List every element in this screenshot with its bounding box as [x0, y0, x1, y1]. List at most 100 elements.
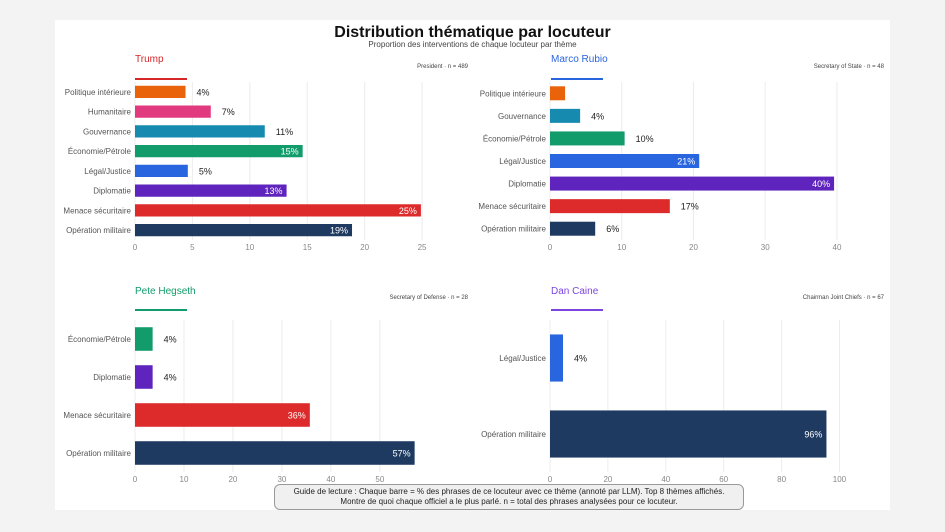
- panel-title: Dan Caine: [551, 286, 599, 297]
- bar: [550, 221, 596, 236]
- x-tick-label: 80: [777, 475, 786, 484]
- x-tick-label: 20: [228, 475, 237, 484]
- bar-value-label: 21%: [677, 157, 695, 167]
- bar-value-label: 57%: [393, 449, 411, 459]
- chart-title: Distribution thématique par locuteur: [334, 24, 611, 41]
- category-label: Menace sécuritaire: [63, 411, 131, 420]
- bar-value-label: 7%: [222, 107, 235, 117]
- x-tick-label: 20: [603, 475, 612, 484]
- bar: [550, 154, 700, 168]
- bar: [135, 184, 287, 197]
- panel-title: Marco Rubio: [551, 54, 608, 65]
- bar-value-label: 4%: [574, 354, 587, 364]
- category-label: Gouvernance: [83, 127, 132, 136]
- category-label: Gouvernance: [498, 112, 547, 121]
- bar: [135, 105, 211, 118]
- category-label: Opération militaire: [66, 226, 131, 235]
- x-tick-label: 20: [689, 243, 698, 252]
- chart-subtitle: Proportion des interventions de chaque l…: [368, 40, 577, 49]
- bar-value-label: 4%: [164, 373, 177, 383]
- bar: [550, 108, 581, 123]
- x-tick-label: 10: [180, 475, 189, 484]
- bar: [550, 334, 564, 382]
- category-label: Légal/Justice: [499, 157, 546, 166]
- category-label: Politique intérieure: [480, 89, 547, 98]
- bar-value-label: 15%: [281, 147, 299, 157]
- bar: [135, 224, 353, 237]
- bar: [135, 204, 421, 217]
- category-label: Économie/Pétrole: [68, 147, 132, 156]
- category-label: Économie/Pétrole: [483, 134, 547, 143]
- bar-value-label: 4%: [164, 335, 177, 345]
- category-label: Politique intérieure: [65, 88, 132, 97]
- bar-value-label: 19%: [330, 226, 348, 236]
- x-tick-label: 20: [360, 243, 369, 252]
- bar-value-label: 10%: [636, 134, 654, 144]
- panel-title-underline: [551, 309, 603, 311]
- category-label: Diplomatie: [508, 180, 546, 189]
- bar: [550, 131, 625, 146]
- panel-title-underline: [135, 78, 187, 80]
- bar: [135, 85, 186, 98]
- x-tick-label: 25: [418, 243, 427, 252]
- x-tick-label: 15: [303, 243, 312, 252]
- bar: [550, 86, 566, 101]
- bar-value-label: 25%: [399, 206, 417, 216]
- category-label: Humanitaire: [88, 108, 132, 117]
- bar-value-label: 13%: [265, 186, 283, 196]
- bar-value-label: 36%: [288, 411, 306, 421]
- x-tick-label: 10: [245, 243, 254, 252]
- reading-guide-line-2: Montre de quoi chaque officiel a le plus…: [340, 497, 678, 506]
- bar: [135, 145, 303, 158]
- category-label: Légal/Justice: [84, 167, 131, 176]
- bar-value-label: 11%: [276, 127, 293, 137]
- category-label: Diplomatie: [93, 373, 131, 382]
- x-tick-label: 0: [548, 475, 553, 484]
- panel-title: Trump: [135, 54, 164, 65]
- panel-title: Pete Hegseth: [135, 286, 196, 297]
- x-tick-label: 5: [190, 243, 195, 252]
- reading-guide-line-1: Guide de lecture : Chaque barre = % des …: [293, 487, 725, 496]
- bar: [135, 164, 188, 177]
- category-label: Diplomatie: [93, 187, 131, 196]
- category-label: Opération militaire: [481, 225, 546, 234]
- x-tick-label: 0: [133, 243, 138, 252]
- bar-value-label: 5%: [199, 166, 212, 176]
- panel-meta: President · n = 489: [417, 64, 469, 70]
- x-tick-label: 40: [326, 475, 335, 484]
- x-tick-label: 30: [277, 475, 286, 484]
- bar: [550, 176, 835, 191]
- bar: [550, 199, 670, 214]
- category-label: Opération militaire: [66, 449, 131, 458]
- reading-guide: Guide de lecture : Chaque barre = % des …: [274, 484, 744, 510]
- x-tick-label: 50: [375, 475, 384, 484]
- bar-value-label: 40%: [812, 179, 830, 189]
- x-tick-label: 60: [719, 475, 728, 484]
- x-tick-label: 40: [661, 475, 670, 484]
- x-tick-label: 10: [617, 243, 626, 252]
- panel-title-underline: [551, 78, 603, 80]
- bar: [135, 441, 415, 465]
- bar-value-label: 4%: [197, 87, 210, 97]
- bar: [135, 365, 153, 389]
- bar: [135, 403, 310, 427]
- x-tick-label: 30: [761, 243, 770, 252]
- x-tick-label: 40: [833, 243, 842, 252]
- bar-value-label: 4%: [591, 111, 604, 121]
- bar-value-label: 96%: [804, 430, 822, 440]
- bar: [135, 327, 153, 351]
- bar-value-label: 6%: [606, 224, 619, 234]
- panel-title-underline: [135, 309, 187, 311]
- panel-meta: Chairman Joint Chiefs · n = 67: [803, 295, 885, 301]
- category-label: Menace sécuritaire: [63, 206, 131, 215]
- bar: [135, 125, 265, 138]
- category-label: Menace sécuritaire: [478, 202, 546, 211]
- x-tick-label: 0: [548, 243, 553, 252]
- panel-meta: Secretary of State · n = 48: [814, 64, 885, 70]
- x-tick-label: 0: [133, 475, 138, 484]
- category-label: Économie/Pétrole: [68, 335, 132, 344]
- bar-value-label: 17%: [681, 202, 699, 212]
- x-tick-label: 100: [833, 475, 847, 484]
- category-label: Opération militaire: [481, 430, 546, 439]
